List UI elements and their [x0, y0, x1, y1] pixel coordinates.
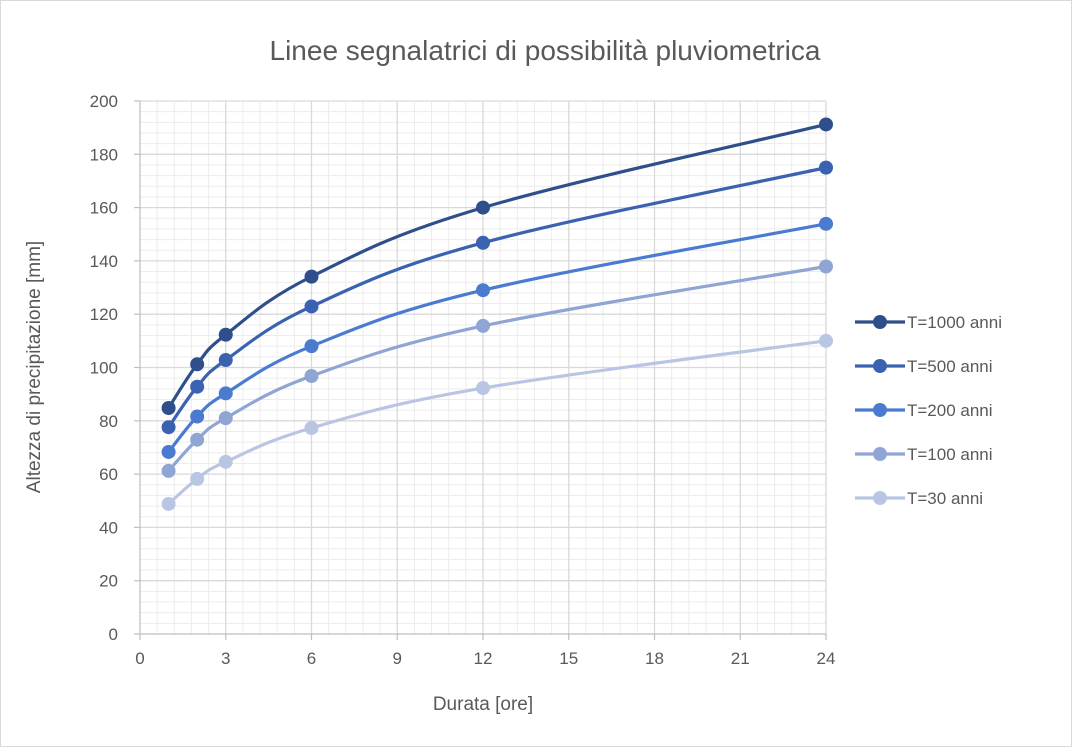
- legend-entry: T=500 anni: [855, 357, 993, 376]
- data-point: [304, 420, 319, 435]
- legend-marker: [873, 403, 887, 417]
- x-tick-label: 3: [221, 649, 230, 668]
- data-point: [218, 386, 233, 401]
- data-point: [161, 420, 176, 435]
- series-line: [166, 339, 828, 506]
- data-point: [476, 381, 490, 396]
- y-axis-label: Altezza di precipitazione [mm]: [24, 241, 45, 493]
- x-tick-label: 6: [307, 649, 316, 668]
- data-point: [218, 454, 233, 469]
- y-tick-label: 40: [99, 518, 118, 537]
- y-tick-label: 180: [90, 145, 118, 164]
- legend: T=1000 anni T=500 anni T=200 anni T=100 ann…: [855, 313, 1002, 508]
- legend-label: T=1000 anni: [907, 313, 1002, 332]
- legend-label: T=500 anni: [907, 357, 993, 376]
- y-tick-label: 80: [99, 412, 118, 431]
- series-line: [166, 166, 828, 429]
- y-tick-label: 200: [90, 92, 118, 111]
- y-tick-label: 0: [109, 625, 118, 644]
- x-axis-label: Durata [ore]: [433, 694, 533, 715]
- data-point: [819, 333, 833, 348]
- data-point: [476, 283, 490, 298]
- y-tick-label: 120: [90, 305, 118, 324]
- y-tick-label: 20: [99, 572, 118, 591]
- x-tick-label: 21: [731, 649, 750, 668]
- axes: [134, 100, 827, 640]
- data-point: [819, 259, 833, 274]
- y-tick-label: 140: [90, 252, 118, 271]
- data-point: [190, 379, 205, 394]
- data-point: [190, 432, 205, 447]
- data-point: [304, 299, 319, 314]
- x-tick-label: 0: [135, 649, 144, 668]
- data-point: [819, 160, 833, 175]
- x-tick-label: 24: [817, 649, 836, 668]
- data-point: [190, 409, 205, 424]
- data-point: [819, 216, 833, 231]
- data-point: [161, 463, 176, 478]
- series-t-1000-anni: [161, 117, 833, 416]
- x-tick-label: 18: [645, 649, 664, 668]
- data-point: [218, 411, 233, 426]
- legend-label: T=200 anni: [907, 401, 993, 420]
- data-point: [476, 235, 490, 250]
- data-point: [190, 471, 205, 486]
- series-t-30-anni: [161, 333, 833, 511]
- y-tick-label: 160: [90, 199, 118, 218]
- y-tick-label: 100: [90, 359, 118, 378]
- x-tick-label: 9: [393, 649, 402, 668]
- x-tick-label: 12: [474, 649, 493, 668]
- legend-label: T=100 anni: [907, 445, 993, 464]
- data-point: [161, 401, 176, 416]
- data-point: [304, 269, 319, 284]
- legend-entry: T=1000 anni: [855, 313, 1002, 332]
- legend-entry: T=30 anni: [855, 489, 983, 508]
- data-point: [161, 444, 176, 459]
- data-point: [161, 496, 176, 511]
- series-t-200-anni: [161, 216, 833, 459]
- data-series: [161, 117, 833, 511]
- data-point: [218, 353, 233, 368]
- data-point: [304, 369, 319, 384]
- legend-label: T=30 anni: [907, 489, 983, 508]
- legend-marker: [873, 447, 887, 461]
- series-t-500-anni: [161, 160, 833, 435]
- data-point: [476, 318, 490, 333]
- y-tick-label: 60: [99, 465, 118, 484]
- legend-marker: [873, 359, 887, 373]
- data-point: [304, 339, 319, 354]
- data-point: [476, 200, 490, 215]
- series-line: [166, 222, 828, 454]
- legend-entry: T=200 anni: [855, 401, 993, 420]
- legend-marker: [873, 315, 887, 329]
- data-point: [218, 327, 233, 342]
- data-point: [190, 357, 205, 372]
- data-point: [819, 117, 833, 132]
- series-t-100-anni: [161, 259, 833, 478]
- x-tick-label: 15: [559, 649, 578, 668]
- legend-entry: T=100 anni: [855, 445, 993, 464]
- legend-marker: [873, 491, 887, 505]
- tick-labels: 0 3 6 9 12 15 18 21 24 0 20 40 60 80 100 120 140 160 180 20…: [90, 92, 836, 668]
- chart-title: Linee segnalatrici di possibilità pluvio…: [270, 35, 821, 66]
